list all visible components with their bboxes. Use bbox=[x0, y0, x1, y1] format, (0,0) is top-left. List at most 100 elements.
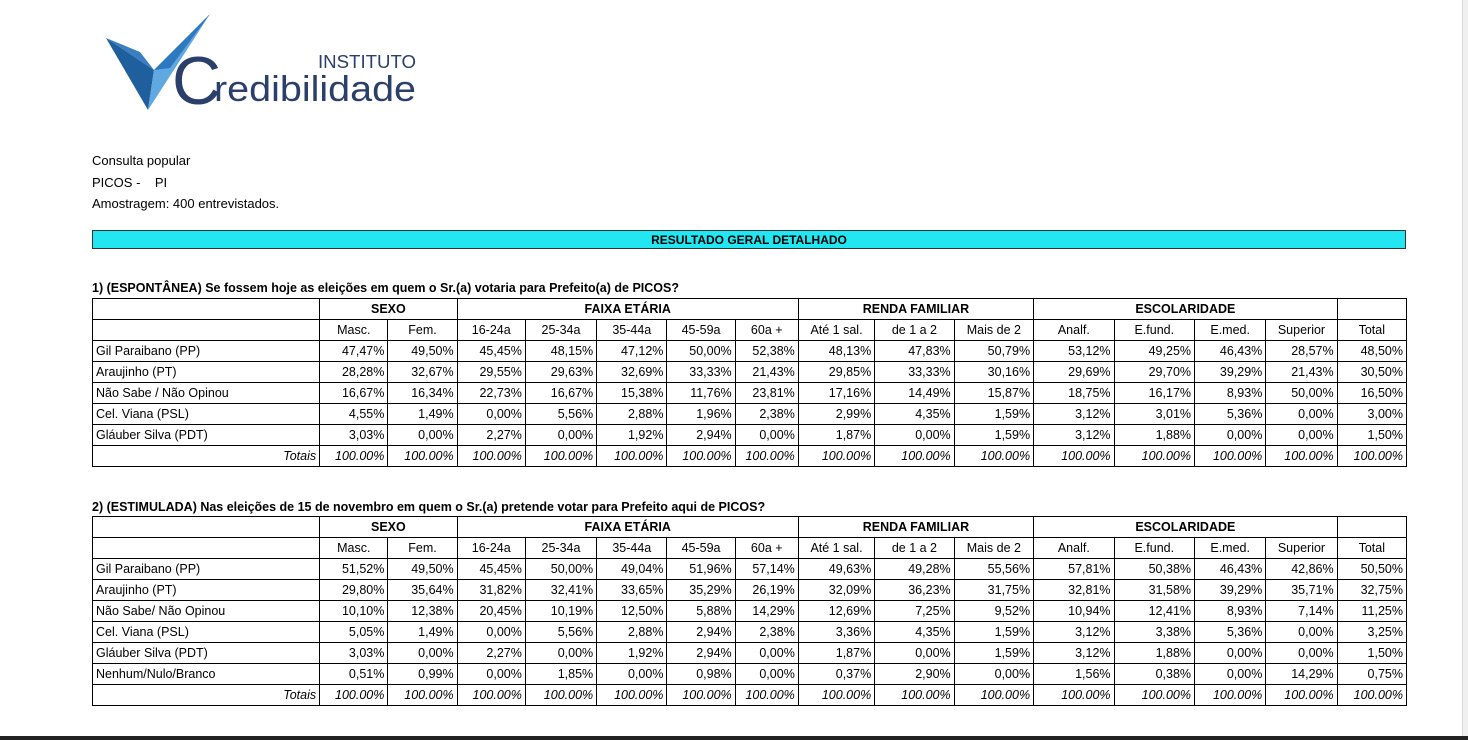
candidate-name: Araujinho (PT) bbox=[91, 361, 321, 383]
total-cell: 100.00% bbox=[1265, 445, 1338, 467]
value-cell: 49,25% bbox=[1113, 340, 1196, 362]
value-cell: 11,76% bbox=[666, 382, 736, 404]
value-cell: 39,29% bbox=[1194, 361, 1267, 383]
value-cell: 2,94% bbox=[666, 621, 736, 643]
total-cell: 100.00% bbox=[1194, 445, 1267, 467]
table-row: Gláuber Silva (PDT) 3,03% 0,00% 2,27% 0,00% 1… bbox=[91, 642, 1408, 664]
question-1-title: 1) (ESPONTÂNEA) Se fossem hoje as eleiçõ… bbox=[92, 281, 679, 295]
total-cell: 100.00% bbox=[734, 445, 799, 467]
value-cell: 5,56% bbox=[524, 621, 598, 643]
total-cell: 100.00% bbox=[524, 684, 598, 706]
value-cell: 1,92% bbox=[596, 424, 668, 446]
results-table-spontaneous: SEXO FAIXA ETÁRIA RENDA FAMILIAR ESCOLARIDA… bbox=[91, 298, 1408, 467]
value-cell: 0,00% bbox=[596, 663, 668, 685]
column-header: E.fund. bbox=[1113, 319, 1196, 341]
column-header: de 1 a 2 bbox=[874, 537, 955, 559]
value-cell: 30,50% bbox=[1336, 361, 1408, 383]
column-header: 25-34a bbox=[524, 319, 598, 341]
group-header: FAIXA ETÁRIA bbox=[456, 298, 799, 320]
value-cell: 1,49% bbox=[387, 621, 458, 643]
bottom-edge bbox=[0, 736, 1468, 740]
column-header: 45-59a bbox=[666, 537, 736, 559]
value-cell: 50,00% bbox=[666, 340, 736, 362]
total-cell: 100.00% bbox=[1336, 684, 1408, 706]
column-header: E.med. bbox=[1194, 319, 1267, 341]
column-header: Mais de 2 bbox=[953, 319, 1035, 341]
value-cell: 48,13% bbox=[797, 340, 876, 362]
value-cell: 49,63% bbox=[797, 558, 876, 580]
header-blank bbox=[1336, 298, 1408, 320]
value-cell: 3,03% bbox=[319, 424, 389, 446]
value-cell: 10,94% bbox=[1033, 600, 1115, 622]
value-cell: 1,87% bbox=[797, 642, 876, 664]
total-cell: 100.00% bbox=[596, 684, 668, 706]
value-cell: 50,79% bbox=[953, 340, 1035, 362]
header-corner bbox=[91, 298, 321, 320]
results-banner: RESULTADO GERAL DETALHADO bbox=[92, 230, 1406, 249]
value-cell: 1,59% bbox=[953, 424, 1035, 446]
value-cell: 28,57% bbox=[1265, 340, 1338, 362]
table-row: Cel. Viana (PSL) 5,05% 1,49% 0,00% 5,56% 2,88… bbox=[91, 621, 1408, 643]
value-cell: 5,36% bbox=[1194, 403, 1267, 425]
group-header: SEXO bbox=[319, 516, 458, 538]
total-cell: 100.00% bbox=[456, 684, 526, 706]
value-cell: 0,00% bbox=[874, 642, 955, 664]
total-cell: 100.00% bbox=[1113, 445, 1196, 467]
value-cell: 33,33% bbox=[874, 361, 955, 383]
value-cell: 2,99% bbox=[797, 403, 876, 425]
total-cell: 100.00% bbox=[1113, 684, 1196, 706]
value-cell: 1,59% bbox=[953, 621, 1035, 643]
value-cell: 46,43% bbox=[1194, 340, 1267, 362]
value-cell: 1,56% bbox=[1033, 663, 1115, 685]
value-cell: 0,99% bbox=[387, 663, 458, 685]
column-header-row: Masc. Fem. 16-24a 25-34a 35-44a 45-59a 60a + At… bbox=[91, 319, 1408, 341]
value-cell: 3,36% bbox=[797, 621, 876, 643]
group-header: RENDA FAMILIAR bbox=[797, 298, 1035, 320]
value-cell: 0,00% bbox=[734, 642, 799, 664]
table-row: Gil Paraibano (PP) 51,52% 49,50% 45,45% 50,0… bbox=[91, 558, 1408, 580]
value-cell: 8,93% bbox=[1194, 600, 1267, 622]
value-cell: 2,90% bbox=[874, 663, 955, 685]
value-cell: 3,25% bbox=[1336, 621, 1408, 643]
survey-type: Consulta popular bbox=[92, 153, 191, 168]
value-cell: 5,05% bbox=[319, 621, 389, 643]
total-cell: 100.00% bbox=[1336, 445, 1408, 467]
value-cell: 35,29% bbox=[666, 579, 736, 601]
value-cell: 36,23% bbox=[874, 579, 955, 601]
total-cell: 100.00% bbox=[797, 684, 876, 706]
value-cell: 7,25% bbox=[874, 600, 955, 622]
value-cell: 16,17% bbox=[1113, 382, 1196, 404]
value-cell: 48,50% bbox=[1336, 340, 1408, 362]
value-cell: 46,43% bbox=[1194, 558, 1267, 580]
candidate-name: Gláuber Silva (PDT) bbox=[91, 424, 321, 446]
survey-city: PICOS - PI bbox=[92, 175, 168, 190]
header-corner bbox=[91, 516, 321, 538]
group-header: RENDA FAMILIAR bbox=[797, 516, 1035, 538]
total-cell: 100.00% bbox=[874, 684, 955, 706]
candidate-name: Não Sabe/ Não Opinou bbox=[91, 600, 321, 622]
totals-label: Totais bbox=[91, 684, 321, 706]
value-cell: 0,00% bbox=[1265, 642, 1338, 664]
value-cell: 32,67% bbox=[387, 361, 458, 383]
value-cell: 11,25% bbox=[1336, 600, 1408, 622]
value-cell: 0,00% bbox=[1265, 403, 1338, 425]
value-cell: 2,94% bbox=[666, 642, 736, 664]
value-cell: 0,37% bbox=[797, 663, 876, 685]
column-header: Mais de 2 bbox=[953, 537, 1035, 559]
value-cell: 47,47% bbox=[319, 340, 389, 362]
value-cell: 3,12% bbox=[1033, 403, 1115, 425]
header-blank bbox=[1336, 516, 1408, 538]
total-cell: 100.00% bbox=[319, 684, 389, 706]
value-cell: 4,35% bbox=[874, 403, 955, 425]
value-cell: 51,52% bbox=[319, 558, 389, 580]
value-cell: 21,43% bbox=[1265, 361, 1338, 383]
candidate-name: Cel. Viana (PSL) bbox=[91, 621, 321, 643]
candidate-name: Cel. Viana (PSL) bbox=[91, 403, 321, 425]
group-header: ESCOLARIDADE bbox=[1033, 516, 1338, 538]
column-header: Masc. bbox=[319, 537, 389, 559]
column-header: Analf. bbox=[1033, 319, 1115, 341]
value-cell: 26,19% bbox=[734, 579, 799, 601]
total-cell: 100.00% bbox=[666, 445, 736, 467]
value-cell: 2,88% bbox=[596, 621, 668, 643]
value-cell: 3,03% bbox=[319, 642, 389, 664]
